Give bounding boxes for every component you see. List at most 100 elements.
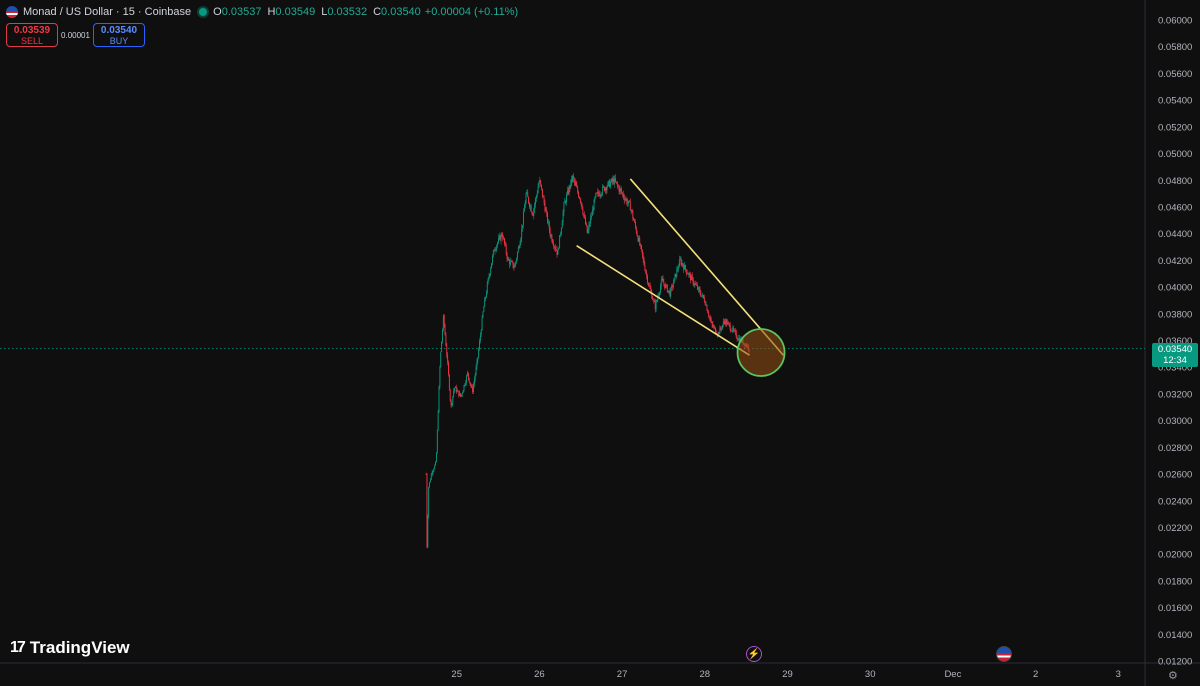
- candle-body: [616, 181, 617, 183]
- candle-body: [455, 386, 457, 392]
- us-flag-event-icon[interactable]: [996, 646, 1012, 662]
- candle-body: [533, 209, 535, 216]
- candle-body: [554, 247, 556, 250]
- candle-body: [679, 259, 681, 260]
- candle-body: [640, 244, 642, 246]
- candle-body: [448, 374, 450, 390]
- candle-body: [610, 182, 611, 187]
- y-tick-label: 0.01400: [1158, 630, 1192, 641]
- candle-body: [703, 297, 705, 302]
- candle-body: [580, 201, 582, 204]
- tradingview-logo[interactable]: 17 TradingView: [10, 638, 130, 658]
- candle-body: [656, 300, 658, 302]
- candle-body: [604, 187, 606, 191]
- candle-body: [634, 220, 636, 223]
- candle-body: [435, 462, 437, 466]
- candle-body: [700, 293, 702, 297]
- candle-body: [460, 393, 462, 397]
- candle-body: [521, 228, 523, 239]
- candle-body: [560, 228, 562, 235]
- market-status-icon[interactable]: [199, 8, 208, 16]
- candle-body: [606, 186, 608, 191]
- candle-body: [525, 193, 527, 204]
- candle-body: [531, 211, 533, 215]
- candle-body: [535, 198, 536, 205]
- candle-body: [474, 374, 476, 380]
- sell-button[interactable]: 0.03539 SELL: [6, 23, 58, 47]
- candle-body: [450, 399, 452, 406]
- y-tick-label: 0.02400: [1158, 496, 1192, 507]
- candle-body: [670, 288, 672, 297]
- candle-body: [586, 225, 588, 233]
- candle-body: [547, 222, 549, 223]
- candle-body: [539, 180, 541, 183]
- candle-body: [435, 452, 437, 463]
- candle-body: [717, 332, 719, 336]
- candle-body: [620, 188, 622, 191]
- candle-body: [472, 386, 474, 392]
- candle-body: [732, 327, 734, 332]
- candle-body: [519, 243, 521, 248]
- candle-body: [560, 234, 561, 236]
- candle-body: [625, 198, 627, 200]
- candle-body: [672, 285, 673, 288]
- candle-body: [515, 261, 517, 266]
- candle-body: [667, 290, 669, 293]
- candle-body: [585, 224, 587, 226]
- candle-body: [443, 315, 445, 325]
- candle-body: [645, 270, 647, 273]
- candle-body: [520, 238, 522, 244]
- candle-body: [720, 327, 722, 329]
- candle-body: [718, 332, 720, 335]
- y-tick-label: 0.02800: [1158, 443, 1192, 454]
- candle-body: [659, 286, 661, 293]
- candle-body: [665, 284, 667, 288]
- buy-button[interactable]: 0.03540 BUY: [93, 23, 145, 47]
- candle-body: [612, 178, 614, 182]
- candle-body: [479, 340, 480, 350]
- candle-body: [518, 247, 520, 249]
- candle-body: [463, 385, 465, 391]
- candle-body: [506, 253, 508, 259]
- candle-body: [685, 269, 687, 274]
- candle-body: [641, 249, 643, 256]
- candle-body: [445, 334, 447, 346]
- candle-body: [715, 327, 717, 333]
- candle-body: [614, 178, 616, 184]
- candle-body: [596, 192, 598, 194]
- highlight-circle: [736, 328, 786, 377]
- candle-body: [461, 393, 463, 395]
- candle-body: [549, 229, 551, 236]
- candle-body: [495, 249, 497, 251]
- candle-body: [697, 285, 698, 290]
- candle-body: [682, 263, 684, 266]
- candle-body: [663, 282, 665, 285]
- candle-body: [504, 238, 505, 244]
- last-price-value: 0.03540: [1157, 344, 1193, 355]
- symbol-title[interactable]: Monad / US Dollar · 15 · Coinbase: [23, 6, 192, 18]
- candle-body: [595, 192, 597, 198]
- candle-body: [546, 210, 548, 213]
- candle-body: [622, 193, 624, 198]
- candle-body: [698, 287, 700, 290]
- candle-body: [551, 235, 553, 242]
- candle-body: [493, 250, 495, 252]
- gear-icon[interactable]: ⚙: [1168, 670, 1178, 682]
- lightning-icon[interactable]: ⚡: [746, 646, 762, 662]
- candle-body: [476, 360, 478, 368]
- candle-body: [611, 179, 613, 182]
- candle-body: [652, 298, 654, 300]
- candle-body: [441, 341, 443, 352]
- candle-body: [524, 203, 526, 209]
- close-label: C: [373, 6, 382, 18]
- candle-body: [434, 465, 436, 469]
- candle-body: [545, 210, 547, 212]
- x-tick-label: 3: [1116, 669, 1121, 680]
- candle-body: [598, 193, 600, 196]
- candle-body: [630, 210, 632, 212]
- buy-price: 0.03540: [100, 25, 138, 36]
- candle-body: [438, 386, 440, 413]
- candle-body: [588, 224, 590, 230]
- candle-body: [605, 187, 607, 191]
